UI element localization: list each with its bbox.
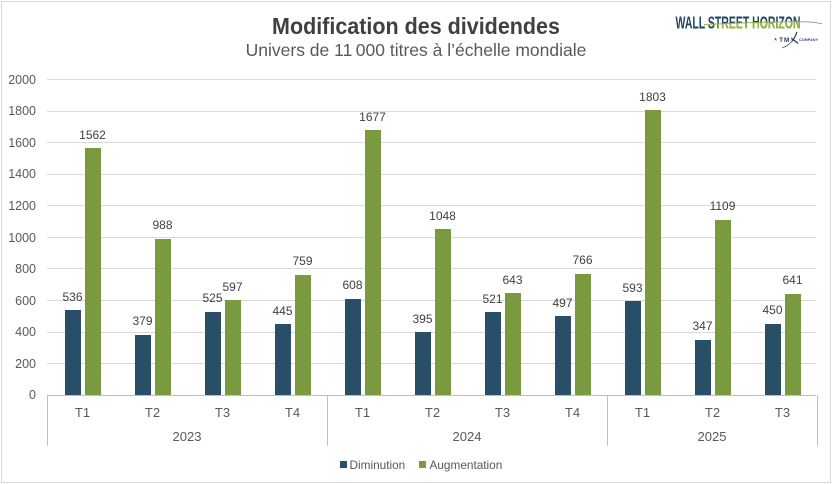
svg-text:A: A <box>774 38 777 42</box>
svg-text:COMPANY: COMPANY <box>799 38 819 42</box>
svg-text:TM: TM <box>779 37 790 44</box>
svg-text:WALL STREET HORIZON: WALL STREET HORIZON <box>676 13 801 32</box>
